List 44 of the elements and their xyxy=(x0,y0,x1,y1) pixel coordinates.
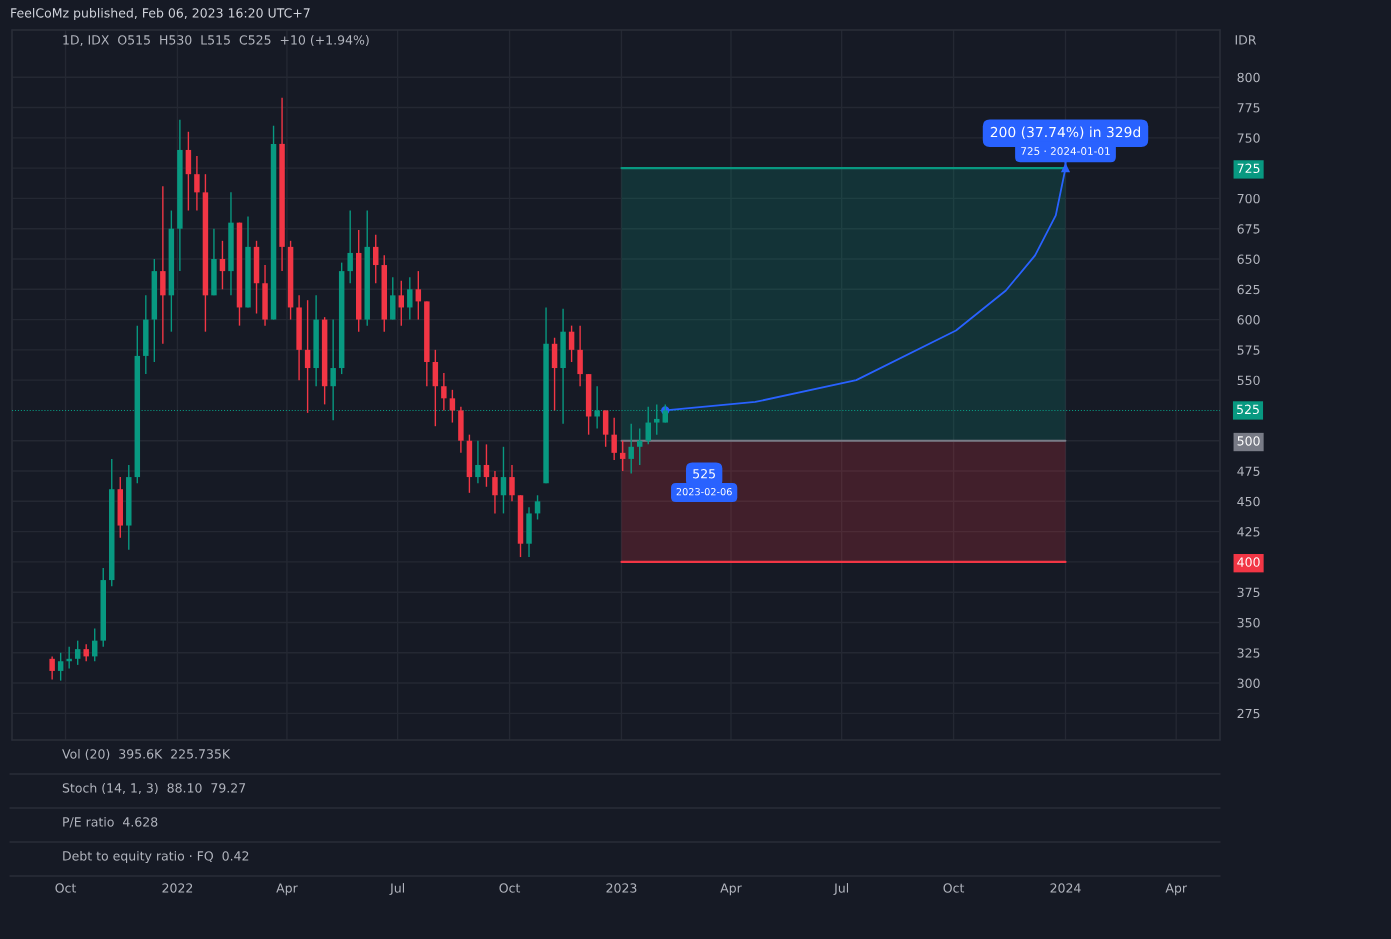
x-tick-label: Jul xyxy=(389,883,404,896)
x-tick-label: Oct xyxy=(499,883,521,893)
y2-tick-label: 675 xyxy=(1237,224,1260,234)
x-tick-label: 2023 xyxy=(606,883,637,893)
text: Debt to equity ratio · FQ 0.42 xyxy=(63,850,249,864)
y2-tick-label: 550 xyxy=(1237,375,1260,386)
annotation: 200 (37.74%) in 329d xyxy=(990,126,1141,139)
y2-axis-title: IDR xyxy=(1235,35,1257,45)
y2-tick-label: 425 xyxy=(1237,527,1260,537)
y2-tick-label: 750 xyxy=(1237,133,1260,143)
y2-tick-label: 450 xyxy=(1237,496,1260,507)
y2-tick-label: 325 xyxy=(1237,648,1260,658)
y2-tick-label: 775 xyxy=(1237,103,1260,113)
y2-tick-label: 475 xyxy=(1237,466,1260,476)
y2-tick-label: 275 xyxy=(1237,708,1260,719)
chart-subtitle: 1D, IDX O515 H530 L515 C525 +10 (+1.94%) xyxy=(63,34,369,47)
text: Vol (20) 395.6K 225.735K xyxy=(62,748,231,761)
y2-tick-label: 300 xyxy=(1237,678,1260,688)
x-tick-label: Jul xyxy=(833,883,849,896)
annotation: 525 xyxy=(693,469,715,479)
text: Stoch (14, 1, 3) 88.10 79.27 xyxy=(62,782,246,795)
x-tick-label: Apr xyxy=(720,883,742,896)
y2-tick-label: 800 xyxy=(1237,72,1260,83)
x-tick-label: 2022 xyxy=(162,883,193,893)
text: P/E ratio 4.628 xyxy=(63,816,158,828)
x-tick-label: Apr xyxy=(1165,883,1188,896)
y2-tick-label: 375 xyxy=(1237,587,1260,598)
x-tick-label: Oct xyxy=(55,883,77,893)
y2-tick-label: 625 xyxy=(1237,284,1260,295)
y2-tick-label: 400 xyxy=(1237,557,1260,567)
chart-title: FeelCoMz published, Feb 06, 2023 16:20 UTC+7 xyxy=(11,7,310,21)
ref-line-label: 525 xyxy=(1237,404,1259,415)
y2-tick-label: 575 xyxy=(1237,345,1260,355)
x-tick-label: Oct xyxy=(943,883,965,893)
y2-tick-label: 650 xyxy=(1237,254,1260,264)
y2-tick-label: 600 xyxy=(1237,315,1260,325)
y2-tick-label: 725 xyxy=(1237,163,1260,174)
y2-tick-label: 500 xyxy=(1237,436,1260,446)
annotation: 725 · 2024-01-01 xyxy=(1021,147,1110,155)
annotation: 2023-02-06 xyxy=(676,487,732,496)
y2-tick-label: 350 xyxy=(1237,617,1260,628)
y2-tick-label: 700 xyxy=(1237,193,1260,204)
x-tick-label: 2024 xyxy=(1050,883,1081,893)
x-tick-label: Apr xyxy=(276,883,298,896)
